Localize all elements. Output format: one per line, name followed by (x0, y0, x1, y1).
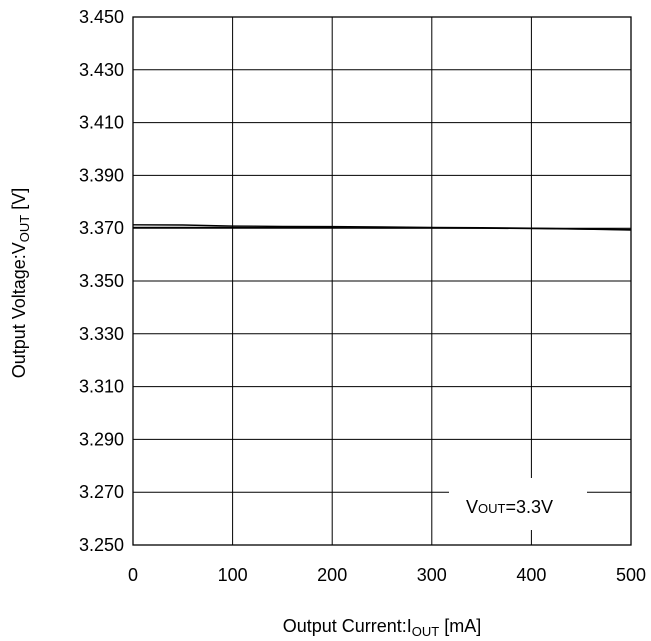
x-axis-title-sub: OUT (412, 624, 440, 639)
annotation-text: VOUT=3.3V (466, 497, 553, 517)
y-tick-label: 3.430 (79, 60, 124, 80)
annotation-suffix: =3.3V (505, 497, 553, 517)
y-tick-label: 3.350 (79, 271, 124, 291)
y-tick-labels: 3.250 3.270 3.290 3.310 3.330 3.350 3.370 3.390… (79, 7, 124, 555)
annotation-box: VOUT=3.3V (449, 478, 587, 530)
y-tick-label: 3.270 (79, 482, 124, 502)
series-line-2 (133, 226, 632, 231)
y-axis-title-suffix: [V] (9, 188, 29, 215)
x-tick-label: 500 (616, 565, 646, 585)
y-tick-label: 3.290 (79, 429, 124, 449)
y-tick-label: 3.370 (79, 218, 124, 238)
annotation-sub: OUT (478, 501, 506, 516)
x-tick-labels: 0 100 200 300 400 500 (128, 565, 646, 585)
x-tick-label: 200 (317, 565, 347, 585)
x-tick-label: 400 (516, 565, 546, 585)
y-tick-label: 3.330 (79, 324, 124, 344)
y-tick-label: 3.450 (79, 7, 124, 27)
x-tick-label: 300 (417, 565, 447, 585)
x-tick-label: 100 (218, 565, 248, 585)
annotation-background (449, 478, 587, 530)
plot-frame (132, 16, 632, 546)
y-tick-label: 3.250 (79, 535, 124, 555)
x-axis-title: Output Current:IOUT [mA] (283, 616, 482, 639)
x-axis-title-suffix: [mA] (439, 616, 481, 636)
y-tick-label: 3.390 (79, 165, 124, 185)
x-axis-title-prefix: Output Current:I (283, 616, 412, 636)
series-group (132, 224, 632, 231)
x-tick-label: 0 (128, 565, 138, 585)
annotation-prefix: V (466, 497, 478, 517)
y-tick-label: 3.310 (79, 377, 124, 397)
y-tick-label: 3.410 (79, 113, 124, 133)
y-axis-title: Output Voltage:VOUT [V] (9, 188, 32, 379)
y-axis-title-prefix: Output Voltage:V (9, 242, 29, 378)
y-axis-title-sub: OUT (17, 215, 32, 243)
